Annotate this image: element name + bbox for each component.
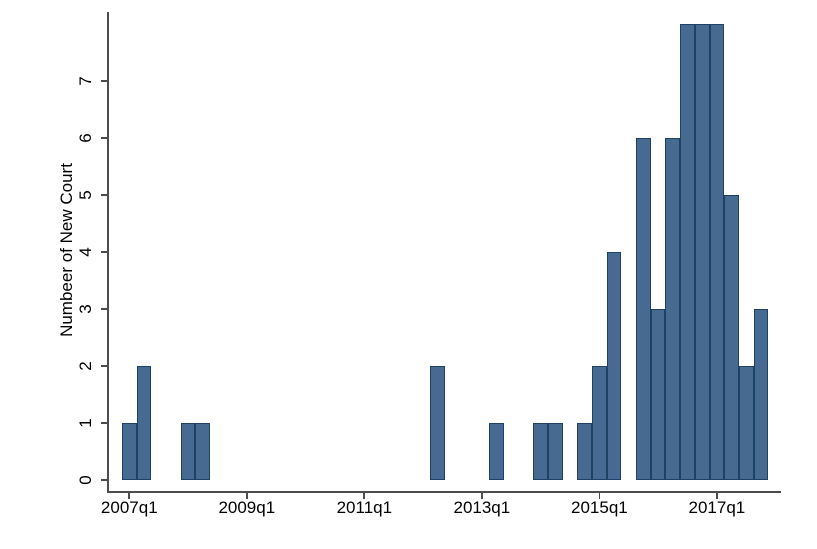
y-tick-label-2: 2 [76,361,95,371]
x-tick-2007q1 [128,493,131,499]
bar-2017q3 [738,366,754,480]
x-axis-line [107,491,782,494]
y-tick-2 [101,365,108,367]
x-tick-2011q1 [363,493,366,499]
bar-2016q1 [650,309,666,480]
x-tick-label-2011q1: 2011q1 [336,497,393,517]
bar-2017q1 [709,24,725,480]
y-tick-label-1: 1 [76,418,95,428]
bar-2014q2 [547,423,563,480]
bar-2015q4 [636,138,651,480]
x-tick-2017q1 [716,493,718,499]
bar-2015q1 [592,366,607,480]
y-tick-label-4: 4 [76,247,95,257]
x-tick-2015q1 [598,493,601,499]
bar-2014q4 [577,423,593,480]
bar-2016q2 [665,138,681,480]
bar-2015q2 [606,252,622,480]
y-tick-label-7: 7 [76,76,95,86]
x-tick-label-2013q1: 2013q1 [453,497,511,517]
bar-2016q4 [694,24,710,480]
bar-2017q4 [753,309,769,480]
x-tick-label-2017q1: 2017q1 [688,497,746,517]
x-tick-label-2007q1: 2007q1 [100,497,158,517]
bar-2012q2 [430,366,446,480]
x-tick-2013q1 [481,493,483,499]
bar-2008q1 [180,423,196,480]
bar-2007q2 [136,366,152,480]
y-axis-line [107,12,110,494]
x-tick-label-2015q1: 2015q1 [571,497,628,517]
x-tick-2009q1 [245,493,248,499]
y-tick-5 [101,194,108,196]
y-tick-label-3: 3 [76,304,95,314]
bar-2016q3 [680,24,695,480]
y-tick-0 [101,479,108,481]
y-tick-4 [101,251,108,253]
x-tick-label-2009q1: 2009q1 [218,497,276,517]
bar-2017q2 [724,195,739,480]
bar-2008q2 [195,423,211,480]
y-tick-3 [101,308,108,310]
y-tick-1 [101,422,108,424]
y-tick-7 [101,80,108,82]
bar-2013q2 [489,423,504,480]
y-tick-label-5: 5 [76,190,95,200]
y-tick-label-6: 6 [76,133,95,143]
y-axis-title: Numbeer of New Court [57,163,76,337]
bar-2014q1 [533,423,548,480]
y-tick-6 [101,137,108,139]
bar-2007q1 [121,423,137,480]
y-tick-label-0: 0 [76,475,95,485]
